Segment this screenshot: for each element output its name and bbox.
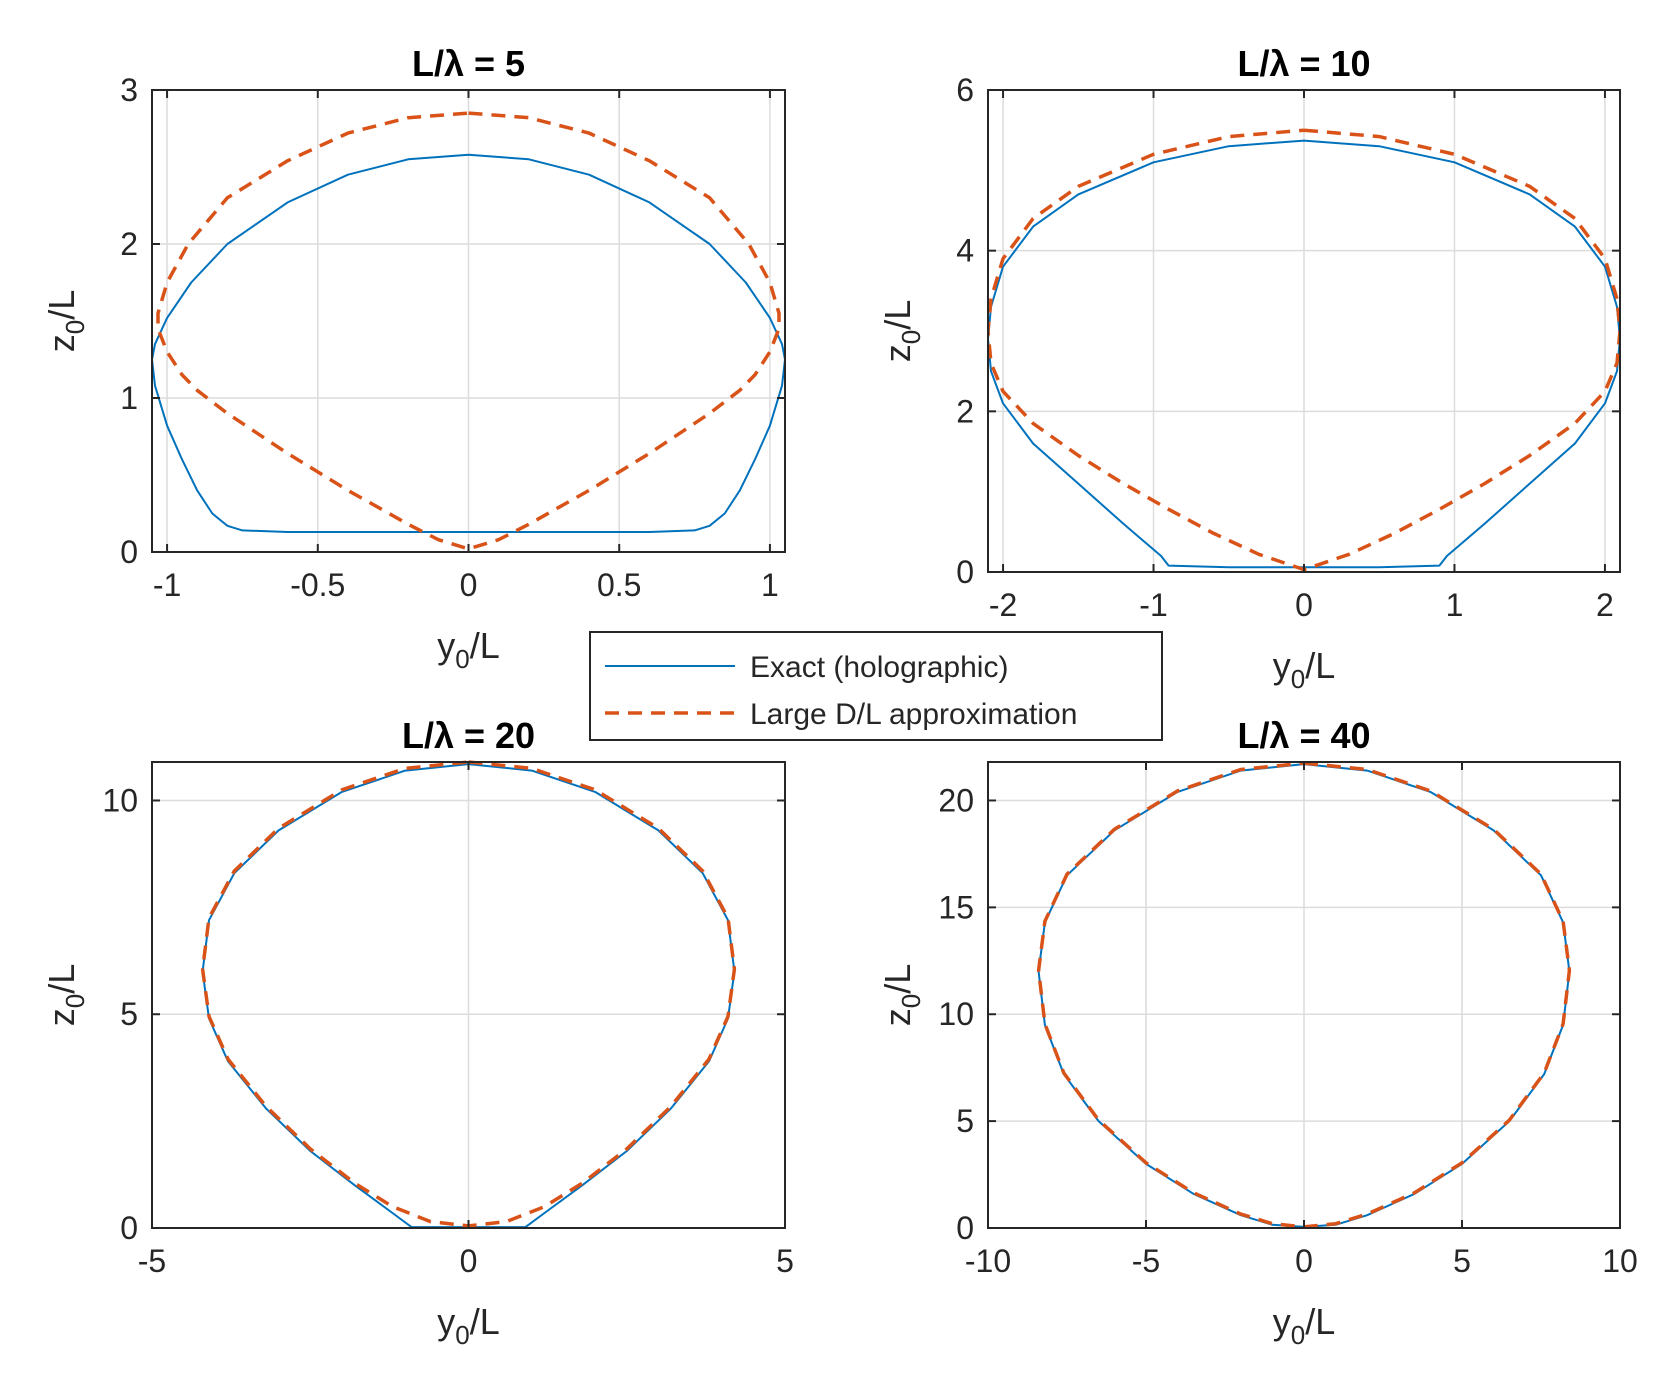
x-axis-label: y0/L [1273, 1301, 1336, 1350]
y-tick-label: 20 [938, 782, 974, 818]
x-axis-label: y0/L [437, 625, 500, 674]
x-tick-label: 2 [1596, 587, 1614, 623]
x-tick-label: 0 [460, 567, 478, 603]
x-tick-label: 1 [1446, 587, 1464, 623]
y-tick-label: 0 [956, 554, 974, 590]
x-tick-label: -10 [965, 1243, 1011, 1279]
panel-2: -2 -1 0 1 2 0 2 4 6 L/λ = 10 y0/L z0/L [877, 43, 1621, 694]
panel-title: L/λ = 10 [1237, 43, 1370, 84]
x-tick-label: -2 [989, 587, 1017, 623]
y-axis-label: z0/L [877, 300, 926, 363]
panel-title: L/λ = 40 [1237, 715, 1370, 756]
y-tick-label: 6 [956, 72, 974, 108]
y-tick-label: 0 [120, 534, 138, 570]
x-tick-label: 0.5 [597, 567, 641, 603]
y-tick-label: 10 [102, 782, 138, 818]
x-tick-label: 0 [1295, 587, 1313, 623]
x-tick-label: -5 [1132, 1243, 1160, 1279]
x-tick-label: 1 [761, 567, 779, 603]
panel-title: L/λ = 20 [402, 715, 535, 756]
x-axis-label: y0/L [437, 1301, 500, 1350]
x-tick-label: 10 [1602, 1243, 1638, 1279]
y-tick-label: 1 [120, 380, 138, 416]
x-tick-label: -1 [1139, 587, 1167, 623]
y-tick-label: 15 [938, 889, 974, 925]
y-tick-label: 2 [956, 393, 974, 429]
panel-4: -10 -5 0 5 10 0 5 10 15 20 L/λ = 40 y0/L z0/L [877, 715, 1638, 1350]
panel-title: L/λ = 5 [412, 43, 525, 84]
x-tick-label: -5 [138, 1243, 166, 1279]
y-tick-label: 0 [120, 1210, 138, 1246]
x-tick-label: -1 [153, 567, 181, 603]
y-axis-label: z0/L [41, 290, 90, 353]
legend: Exact (holographic) Large D/L approximat… [589, 631, 1163, 741]
legend-box [589, 631, 1163, 741]
y-tick-label: 5 [120, 996, 138, 1032]
legend-label-approx: Large D/L approximation [750, 698, 1077, 731]
y-tick-label: 5 [956, 1103, 974, 1139]
y-tick-label: 3 [120, 72, 138, 108]
y-tick-label: 4 [956, 233, 974, 269]
x-tick-label: 5 [776, 1243, 794, 1279]
x-axis-label: y0/L [1273, 645, 1336, 694]
x-tick-label: -0.5 [290, 567, 345, 603]
exact-curve [152, 153, 785, 533]
y-tick-label: 2 [120, 226, 138, 262]
x-tick-label: 0 [1295, 1243, 1313, 1279]
y-tick-label: 10 [938, 996, 974, 1032]
x-tick-label: 0 [460, 1243, 478, 1279]
panel-1: -1 -0.5 0 0.5 1 0 1 2 3 L/λ = 5 y0/L z0/L [41, 43, 786, 674]
y-axis-label: z0/L [41, 964, 90, 1027]
x-tick-label: 5 [1453, 1243, 1471, 1279]
y-tick-label: 0 [956, 1210, 974, 1246]
legend-label-exact: Exact (holographic) [750, 651, 1008, 684]
y-axis-label: z0/L [877, 964, 926, 1027]
